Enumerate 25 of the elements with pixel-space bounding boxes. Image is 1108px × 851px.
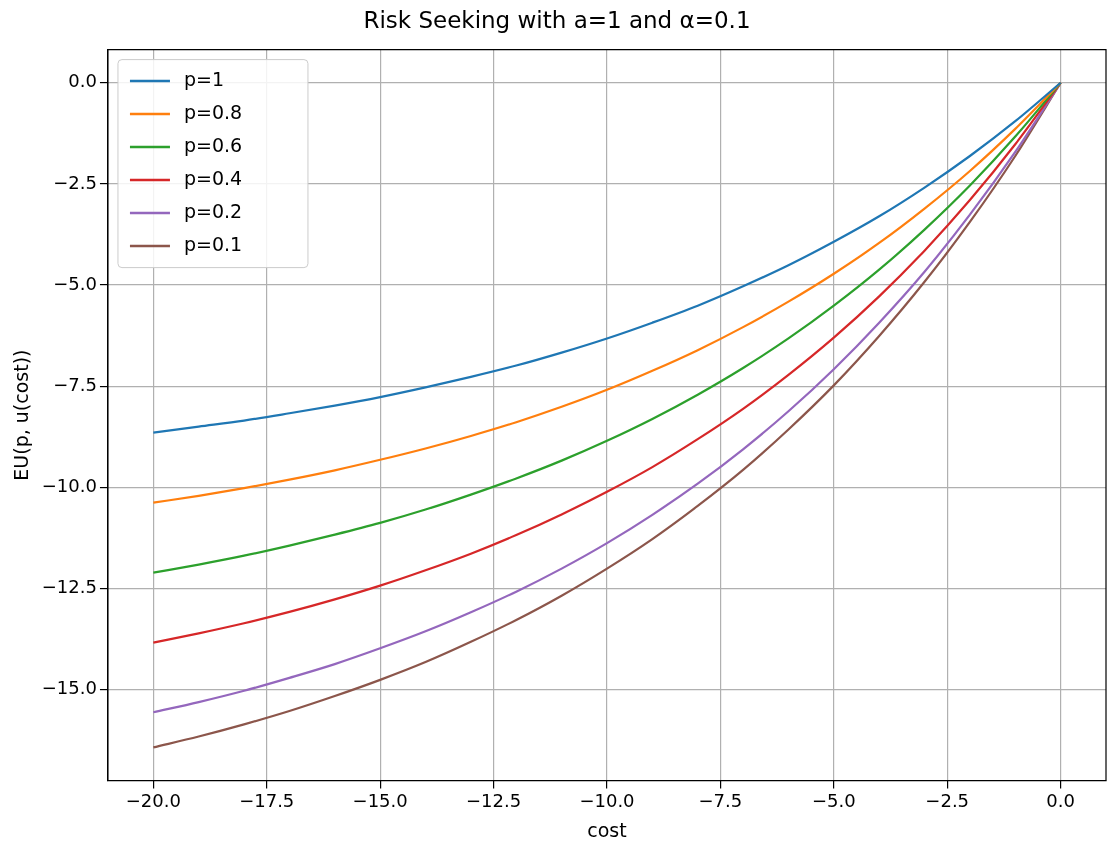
legend-label: p=0.4	[183, 167, 243, 190]
y-tick-label: −12.5	[41, 576, 97, 598]
x-tick-label: −10.0	[579, 790, 635, 812]
legend-label: p=0.8	[183, 101, 243, 124]
x-axis-title: cost	[587, 818, 627, 841]
x-tick-label: −2.5	[925, 790, 970, 812]
x-tick-label: −5.0	[811, 790, 856, 812]
y-tick-label: −2.5	[53, 171, 97, 193]
legend-label: p=0.1	[183, 233, 243, 256]
x-tick-label: −12.5	[465, 790, 522, 812]
x-tick-label: 0.0	[1046, 790, 1075, 812]
legend-label: p=0.2	[183, 200, 243, 223]
y-tick-label: −7.5	[53, 373, 97, 395]
legend-label: p=1	[183, 68, 225, 91]
x-tick-label: −17.5	[239, 790, 295, 812]
x-tick-label: −15.0	[352, 790, 408, 812]
y-tick-label: −10.0	[41, 474, 97, 496]
legend-label: p=0.6	[183, 134, 243, 157]
x-tick-label: −7.5	[698, 790, 743, 812]
x-tick-label: −20.0	[125, 790, 181, 812]
y-tick-label: −15.0	[41, 677, 97, 699]
y-tick-label: 0.0	[68, 70, 97, 92]
chart-title: Risk Seeking with a=1 and α=0.1	[363, 6, 751, 33]
y-tick-label: −5.0	[53, 272, 97, 294]
y-axis-title: EU(p, u(cost))	[10, 349, 33, 481]
